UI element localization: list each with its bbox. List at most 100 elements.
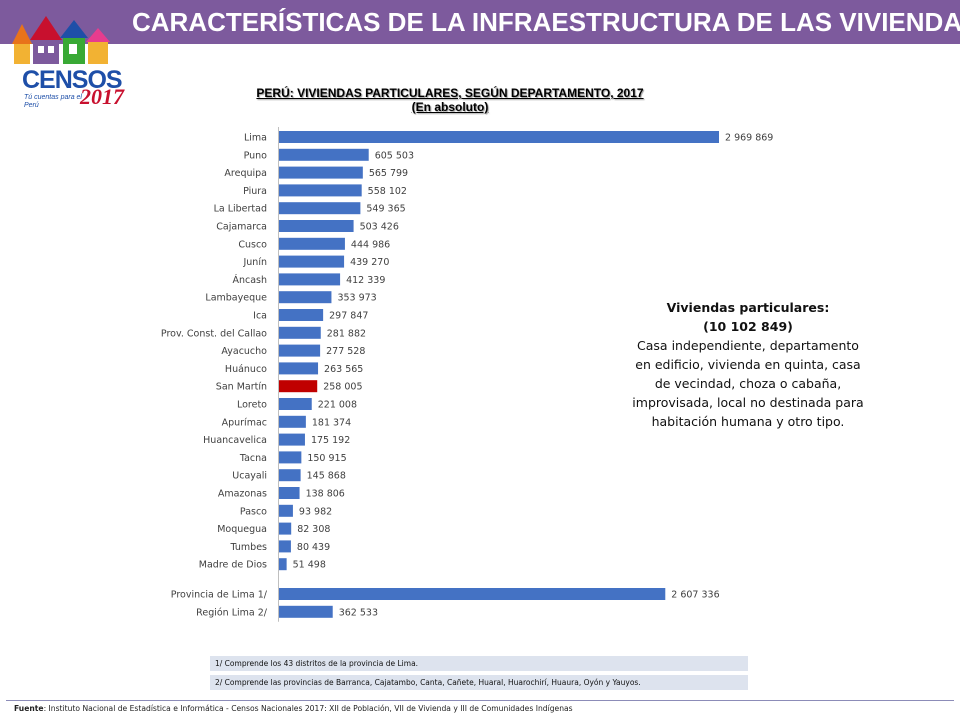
bar-5: [279, 220, 354, 232]
category-label-21: Pasco: [240, 506, 267, 517]
category-label-20: Amazonas: [218, 489, 267, 500]
value-label-21: 93 982: [299, 506, 332, 517]
houses-logo-icon: [12, 16, 110, 64]
censos-logo: CENSOS 2017 Tú cuentas para el Perú: [8, 10, 126, 110]
footnote-2: 2/ Comprende las provincias de Barranca,…: [210, 675, 748, 690]
source-note: Fuente: Instituto Nacional de Estadístic…: [14, 704, 573, 713]
source-text: : Instituto Nacional de Estadística e In…: [43, 704, 573, 713]
value-label-23: 80 439: [297, 542, 330, 553]
bar-17: [279, 433, 305, 446]
logo-tagline: Tú cuentas para el Perú: [24, 94, 82, 109]
value-label-15: 221 008: [318, 400, 357, 411]
chart-subtitle: (En absoluto): [411, 100, 489, 114]
value-label-24: 51 498: [293, 560, 326, 571]
category-label-26: Región Lima 2/: [196, 607, 268, 618]
category-label-14: San Martín: [216, 382, 267, 393]
category-label-12: Ayacucho: [221, 346, 267, 357]
footer-divider: [6, 700, 954, 701]
category-label-4: La Libertad: [214, 204, 267, 215]
category-label-18: Tacna: [239, 453, 267, 464]
callout-heading: Viviendas particulares:: [666, 300, 830, 315]
category-label-6: Cusco: [238, 239, 267, 250]
category-label-3: Piura: [243, 186, 267, 197]
value-label-12: 277 528: [326, 346, 365, 357]
bar-1: [279, 148, 369, 161]
value-label-7: 439 270: [350, 257, 389, 268]
value-label-2: 565 799: [369, 168, 408, 179]
value-label-18: 150 915: [307, 453, 346, 464]
bar-19: [279, 469, 301, 482]
callout-box: Viviendas particulares: (10 102 849) Cas…: [628, 298, 868, 431]
category-label-9: Lambayeque: [205, 293, 267, 304]
bar-4: [279, 202, 361, 215]
chart-title-block: PERÚ: VIVIENDAS PARTICULARES, SEGÚN DEPA…: [200, 86, 700, 114]
category-label-17: Huancavelica: [203, 435, 267, 446]
category-label-1: Puno: [244, 150, 268, 161]
bar-18: [279, 451, 302, 464]
bar-21: [279, 504, 293, 517]
footnotes: 1/ Comprende los 43 distritos de la prov…: [210, 656, 748, 694]
category-label-8: Áncash: [232, 274, 267, 286]
value-label-4: 549 365: [366, 204, 405, 215]
bar-6: [279, 237, 345, 250]
bar-8: [279, 273, 341, 286]
category-label-0: Lima: [244, 133, 267, 144]
bar-10: [279, 309, 324, 321]
value-label-20: 138 806: [306, 489, 345, 500]
value-label-1: 605 503: [375, 150, 414, 161]
category-label-2: Arequipa: [224, 168, 267, 179]
category-label-16: Apurímac: [222, 417, 267, 428]
footnote-1: 1/ Comprende los 43 distritos de la prov…: [210, 656, 748, 671]
bar-22: [279, 522, 292, 535]
category-label-10: Ica: [253, 311, 267, 322]
value-label-8: 412 339: [346, 275, 385, 286]
bar-15: [279, 398, 312, 410]
category-label-24: Madre de Dios: [199, 560, 267, 571]
callout-text: Casa independiente, departamento en edif…: [632, 338, 864, 429]
value-label-6: 444 986: [351, 239, 390, 250]
category-label-15: Loreto: [237, 400, 267, 411]
category-label-11: Prov. Const. del Callao: [161, 328, 267, 339]
bar-26: [279, 605, 333, 618]
bar-2: [279, 166, 363, 179]
bar-12: [279, 344, 321, 357]
header-banner: [0, 0, 960, 44]
bar-7: [279, 255, 345, 268]
chart-title: PERÚ: VIVIENDAS PARTICULARES, SEGÚN DEPA…: [256, 86, 644, 100]
category-label-5: Cajamarca: [216, 222, 267, 233]
value-label-11: 281 882: [327, 328, 366, 339]
value-label-0: 2 969 869: [725, 133, 773, 144]
value-label-19: 145 868: [307, 471, 346, 482]
category-label-13: Huánuco: [225, 364, 267, 375]
bar-11: [279, 326, 321, 339]
value-label-13: 263 565: [324, 364, 363, 375]
category-label-22: Moquegua: [217, 524, 267, 535]
bar-25: [279, 588, 666, 600]
page-title: CARACTERÍSTICAS DE LA INFRAESTRUCTURA DE…: [132, 7, 960, 37]
logo-year: 2017: [80, 84, 124, 109]
category-label-23: Tumbes: [230, 542, 268, 553]
callout-total: (10 102 849): [703, 319, 793, 334]
bar-0: [279, 131, 719, 143]
value-label-25: 2 607 336: [671, 590, 719, 601]
logo-word: CENSOS: [22, 66, 123, 94]
value-label-16: 181 374: [312, 417, 351, 428]
bar-14: [279, 380, 318, 393]
bar-9: [279, 291, 332, 304]
value-label-14: 258 005: [323, 382, 362, 393]
value-label-10: 297 847: [329, 311, 368, 322]
value-label-9: 353 973: [337, 293, 376, 304]
value-label-26: 362 533: [339, 607, 378, 618]
value-label-3: 558 102: [368, 186, 407, 197]
category-label-7: Junín: [242, 257, 267, 268]
category-label-19: Ucayali: [232, 471, 267, 482]
source-label: Fuente: [14, 704, 44, 713]
value-label-17: 175 192: [311, 435, 350, 446]
bar-23: [279, 540, 291, 553]
bar-20: [279, 487, 300, 499]
value-label-22: 82 308: [297, 524, 330, 535]
bar-16: [279, 415, 306, 428]
bar-24: [279, 558, 287, 571]
bar-13: [279, 362, 319, 375]
